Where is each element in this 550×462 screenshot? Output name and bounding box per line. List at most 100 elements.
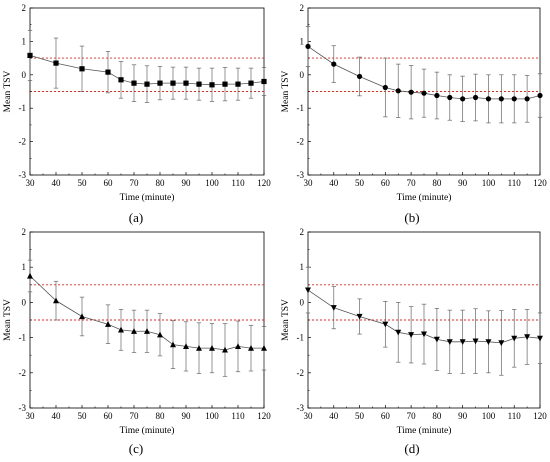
x-tick-label: 40 <box>52 411 62 421</box>
y-axis-title: Mean TSV <box>281 70 291 112</box>
x-tick-label: 120 <box>257 411 271 421</box>
y-tick-label: -3 <box>297 170 305 180</box>
data-point <box>53 297 59 304</box>
chart-panel-2: 30 40 50 60 70 80 90 100 110 120 -3 -2 -1 0 1 2 Time (mi… <box>281 3 547 225</box>
data-point <box>382 321 389 328</box>
x-tick-label: 110 <box>231 411 245 421</box>
data-point <box>447 94 453 101</box>
x-tick-label: 90 <box>458 178 468 188</box>
x-tick-label: 60 <box>381 411 391 421</box>
data-point <box>485 96 492 102</box>
data-point <box>305 43 311 50</box>
data-point <box>305 287 311 294</box>
y-tick-label: -3 <box>19 403 27 413</box>
x-tick-label: 90 <box>458 411 468 421</box>
data-point <box>395 88 401 94</box>
x-tick-label: 70 <box>130 178 140 188</box>
data-point <box>131 328 137 334</box>
x-tick-label: 50 <box>78 411 88 421</box>
x-tick-label: 120 <box>257 178 271 188</box>
y-tick-label: -1 <box>297 333 305 343</box>
y-tick-label: 0 <box>300 297 305 307</box>
data-point <box>170 341 176 348</box>
data-point <box>408 89 414 95</box>
data-point <box>446 339 453 346</box>
data-point <box>222 81 228 87</box>
data-point <box>79 66 85 72</box>
data-point <box>27 52 33 59</box>
y-tick-label: 0 <box>22 70 27 80</box>
x-tick-label: 110 <box>508 178 522 188</box>
data-point <box>261 78 267 85</box>
data-point <box>472 338 479 345</box>
x-tick-label: 110 <box>231 178 245 188</box>
data-point <box>222 346 228 353</box>
data-point <box>433 336 440 343</box>
x-tick-label: 70 <box>130 411 140 421</box>
data-point <box>356 73 363 80</box>
x-axis-title: Time (minute) <box>397 192 452 203</box>
x-axis-title: Time (minute) <box>120 192 175 203</box>
data-point <box>131 80 137 86</box>
data-point <box>144 81 150 87</box>
y-tick-label: -2 <box>19 368 27 378</box>
panel-label: (b) <box>404 210 419 225</box>
x-tick-label: 110 <box>508 411 522 421</box>
panel-label: (d) <box>404 441 419 456</box>
series-line <box>307 46 541 100</box>
data-point <box>53 60 59 66</box>
data-point <box>524 334 531 341</box>
x-tick-label: 100 <box>205 178 219 188</box>
data-point <box>157 80 163 86</box>
data-point <box>118 77 124 83</box>
x-axis-title: Time (minute) <box>397 425 452 436</box>
data-point <box>235 343 241 349</box>
y-tick-label: -2 <box>297 368 305 378</box>
x-tick-label: 70 <box>407 411 417 421</box>
chart-panel-1: 30 40 50 60 70 80 90 100 110 120 -3 -2 -1 0 1 2 Time (mi… <box>3 3 271 225</box>
data-point <box>485 339 492 346</box>
y-tick-label: 1 <box>22 36 27 46</box>
data-point <box>382 84 388 91</box>
x-axis-title: Time (minute) <box>120 425 175 436</box>
x-tick-label: 100 <box>205 411 219 421</box>
y-tick-label: -3 <box>297 403 305 413</box>
data-point <box>261 344 267 351</box>
x-tick-label: 120 <box>533 411 547 421</box>
y-tick-label: 1 <box>300 36 305 46</box>
y-tick-label: 0 <box>22 297 27 307</box>
series-line <box>29 275 264 351</box>
chart-panel-4: 30 40 50 60 70 80 90 100 110 120 -3 -2 -1 0 1 2 Time (mi… <box>281 227 547 456</box>
data-point <box>459 339 466 346</box>
panel-label: (a) <box>129 210 143 225</box>
panel-label: (c) <box>129 441 143 456</box>
data-point <box>27 272 33 279</box>
y-tick-label: 0 <box>300 70 305 80</box>
x-tick-label: 60 <box>104 178 114 188</box>
x-tick-label: 80 <box>156 178 166 188</box>
data-point <box>248 80 254 86</box>
data-point <box>209 344 215 351</box>
x-tick-label: 60 <box>104 411 114 421</box>
data-point <box>105 321 111 327</box>
data-point <box>183 80 189 86</box>
x-tick-label: 30 <box>26 178 36 188</box>
y-axis-title: Mean TSV <box>281 299 291 341</box>
y-axis-title: Mean TSV <box>3 299 13 341</box>
data-point <box>209 82 215 88</box>
x-tick-label: 100 <box>482 178 496 188</box>
x-tick-label: 80 <box>432 178 442 188</box>
x-tick-label: 50 <box>355 411 365 421</box>
chart-panel-3: 30 40 50 60 70 80 90 100 110 120 -3 -2 -1 0 1 2 Time (mi… <box>3 227 271 456</box>
data-point <box>498 340 505 347</box>
data-point <box>235 81 241 87</box>
y-tick-label: -2 <box>297 137 305 147</box>
x-tick-label: 100 <box>482 411 496 421</box>
data-point <box>331 61 337 67</box>
y-tick-label: -1 <box>19 333 27 343</box>
y-tick-label: -1 <box>297 103 305 113</box>
y-tick-label: 2 <box>22 227 27 237</box>
data-point <box>511 335 518 342</box>
x-tick-label: 90 <box>182 178 192 188</box>
